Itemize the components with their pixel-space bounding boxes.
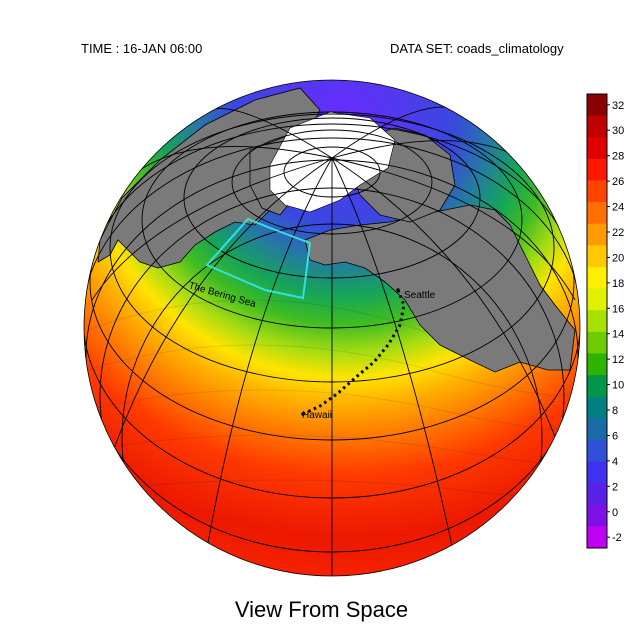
hawaii-label: Hawaii — [302, 410, 332, 421]
graticule — [84, 106, 580, 576]
colorbar-swatch — [587, 245, 607, 268]
colorbar-swatch — [587, 396, 607, 419]
colorbar-swatch — [587, 526, 607, 549]
hawaii-marker — [301, 412, 305, 416]
colorbar-tick-label: 22 — [612, 227, 624, 239]
seattle-marker — [396, 288, 400, 292]
colorbar-swatch — [587, 461, 607, 484]
colorbar-tick-label: 4 — [612, 456, 618, 468]
colorbar-tick-label: 18 — [612, 278, 624, 290]
colorbar-swatch — [587, 310, 607, 333]
globe-outline — [83, 79, 581, 577]
dataset-label: DATA SET: coads_climatology — [390, 41, 564, 56]
colorbar-tick-label: 16 — [612, 303, 624, 315]
colorbar-swatch — [587, 158, 607, 181]
seattle-label: Seattle — [404, 290, 436, 301]
colorbar-swatch — [587, 331, 607, 354]
colorbar-swatch — [587, 375, 607, 398]
colorbar-swatch — [587, 266, 607, 290]
colorbar-tick-label: 30 — [612, 125, 624, 137]
colorbar-tick-label: 26 — [612, 176, 624, 188]
colorbar-frame — [586, 93, 608, 549]
colorbar-tick-label: 28 — [612, 151, 624, 163]
colorbar-swatch — [587, 439, 607, 463]
temperature-contours — [87, 299, 580, 501]
colorbar-tick-label: 14 — [612, 329, 624, 341]
colorbar-tick-label: 2 — [612, 481, 618, 493]
colorbar-swatch — [587, 418, 607, 441]
flight-track — [301, 288, 406, 416]
colorbar-swatch — [587, 137, 607, 160]
colorbar-swatch — [587, 288, 607, 311]
colorbar-swatch — [587, 202, 607, 225]
colorbar-tick-label: 32 — [612, 100, 624, 112]
colorbar-tick-label: -2 — [612, 532, 622, 544]
colorbar-tick-label: 6 — [612, 430, 618, 442]
colorbar-tick-label: 12 — [612, 354, 624, 366]
page-title: View From Space — [234, 597, 409, 622]
colorbar-swatch — [587, 504, 607, 527]
colorbar-tick-label: 8 — [612, 405, 618, 417]
colorbar-swatch — [587, 115, 607, 138]
colorbar-tick-label: 0 — [612, 507, 618, 519]
colorbar-swatch — [587, 180, 607, 203]
colorbar-swatch — [587, 353, 607, 376]
bering-sea-box — [205, 217, 312, 300]
colorbar-tick-label: 10 — [612, 380, 624, 392]
colorbar-swatch — [587, 483, 607, 506]
globe-surface — [84, 80, 580, 576]
time-label: TIME : 16-JAN 06:00 — [81, 41, 203, 56]
colorbar-tick-label: 20 — [612, 252, 624, 264]
colorbar-swatch — [587, 223, 607, 246]
colorbar-tick-label: 24 — [612, 202, 624, 214]
colorbar-swatch — [587, 94, 607, 117]
